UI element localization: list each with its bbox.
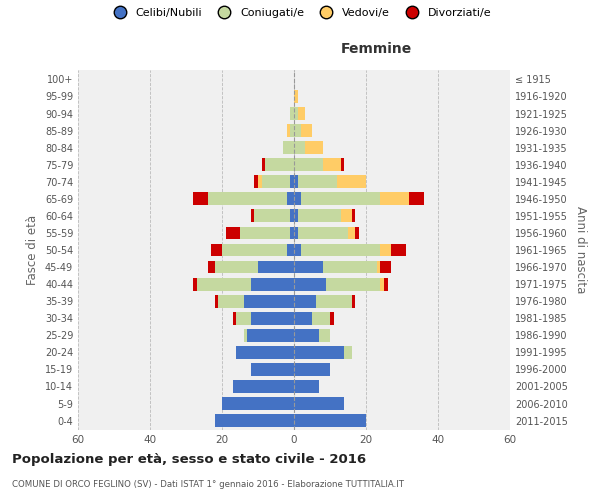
Bar bbox=[290, 176, 294, 188]
Bar bbox=[352, 295, 355, 308]
Text: COMUNE DI ORCO FEGLINO (SV) - Dati ISTAT 1° gennaio 2016 - Elaborazione TUTTITAL: COMUNE DI ORCO FEGLINO (SV) - Dati ISTAT… bbox=[12, 480, 404, 489]
Bar bbox=[244, 329, 247, 342]
Bar bbox=[294, 397, 344, 410]
Bar bbox=[236, 346, 294, 359]
Bar bbox=[258, 260, 294, 274]
Bar bbox=[341, 158, 344, 171]
Bar bbox=[305, 141, 323, 154]
Bar bbox=[301, 192, 380, 205]
Bar bbox=[319, 329, 330, 342]
Text: Popolazione per età, sesso e stato civile - 2016: Popolazione per età, sesso e stato civil… bbox=[12, 452, 366, 466]
Text: Femmine: Femmine bbox=[340, 42, 412, 56]
Bar bbox=[197, 278, 251, 290]
Bar bbox=[290, 210, 294, 222]
Bar bbox=[294, 124, 301, 137]
Bar bbox=[355, 226, 359, 239]
Bar bbox=[294, 158, 323, 171]
Bar bbox=[326, 278, 380, 290]
Bar bbox=[193, 192, 208, 205]
Bar bbox=[262, 176, 290, 188]
Y-axis label: Fasce di età: Fasce di età bbox=[26, 215, 39, 285]
Bar bbox=[298, 210, 341, 222]
Bar bbox=[218, 295, 244, 308]
Bar bbox=[233, 312, 236, 324]
Bar bbox=[294, 329, 319, 342]
Bar bbox=[258, 176, 262, 188]
Bar bbox=[384, 278, 388, 290]
Bar bbox=[208, 192, 287, 205]
Bar bbox=[323, 260, 377, 274]
Bar bbox=[294, 192, 301, 205]
Bar bbox=[409, 192, 424, 205]
Bar bbox=[312, 312, 330, 324]
Bar bbox=[215, 295, 218, 308]
Bar bbox=[211, 244, 222, 256]
Bar bbox=[294, 260, 323, 274]
Bar bbox=[294, 176, 298, 188]
Bar bbox=[380, 260, 391, 274]
Bar bbox=[301, 124, 312, 137]
Bar bbox=[236, 312, 251, 324]
Bar bbox=[294, 414, 366, 427]
Bar bbox=[294, 244, 301, 256]
Legend: Celibi/Nubili, Coniugati/e, Vedovi/e, Divorziati/e: Celibi/Nubili, Coniugati/e, Vedovi/e, Di… bbox=[107, 6, 493, 20]
Bar bbox=[251, 210, 254, 222]
Bar bbox=[215, 260, 258, 274]
Bar bbox=[301, 244, 380, 256]
Bar bbox=[341, 210, 352, 222]
Bar bbox=[294, 90, 298, 103]
Bar bbox=[262, 158, 265, 171]
Bar bbox=[222, 397, 294, 410]
Bar bbox=[298, 176, 337, 188]
Bar bbox=[283, 141, 294, 154]
Bar bbox=[226, 226, 240, 239]
Bar bbox=[380, 278, 384, 290]
Bar bbox=[287, 192, 294, 205]
Bar bbox=[240, 226, 290, 239]
Bar bbox=[344, 346, 352, 359]
Bar bbox=[330, 312, 334, 324]
Bar bbox=[294, 312, 312, 324]
Bar bbox=[377, 260, 380, 274]
Bar bbox=[352, 210, 355, 222]
Bar bbox=[193, 278, 197, 290]
Bar bbox=[251, 312, 294, 324]
Bar bbox=[298, 226, 348, 239]
Bar bbox=[265, 158, 294, 171]
Bar bbox=[254, 210, 290, 222]
Bar bbox=[244, 295, 294, 308]
Bar bbox=[337, 176, 366, 188]
Bar bbox=[294, 210, 298, 222]
Bar bbox=[290, 226, 294, 239]
Bar bbox=[294, 346, 344, 359]
Bar bbox=[298, 107, 305, 120]
Bar bbox=[294, 380, 319, 393]
Bar bbox=[380, 244, 391, 256]
Bar bbox=[294, 226, 298, 239]
Bar bbox=[294, 295, 316, 308]
Bar bbox=[294, 363, 330, 376]
Bar bbox=[251, 363, 294, 376]
Bar bbox=[290, 107, 294, 120]
Bar bbox=[348, 226, 355, 239]
Bar bbox=[391, 244, 406, 256]
Bar bbox=[222, 244, 287, 256]
Bar bbox=[208, 260, 215, 274]
Bar bbox=[294, 141, 305, 154]
Bar bbox=[247, 329, 294, 342]
Bar bbox=[233, 380, 294, 393]
Bar bbox=[290, 124, 294, 137]
Y-axis label: Anni di nascita: Anni di nascita bbox=[574, 206, 587, 294]
Bar bbox=[287, 244, 294, 256]
Bar bbox=[287, 124, 290, 137]
Bar bbox=[316, 295, 352, 308]
Bar bbox=[323, 158, 341, 171]
Bar bbox=[251, 278, 294, 290]
Bar bbox=[294, 278, 326, 290]
Bar bbox=[215, 414, 294, 427]
Bar bbox=[380, 192, 409, 205]
Bar bbox=[294, 107, 298, 120]
Bar bbox=[254, 176, 258, 188]
